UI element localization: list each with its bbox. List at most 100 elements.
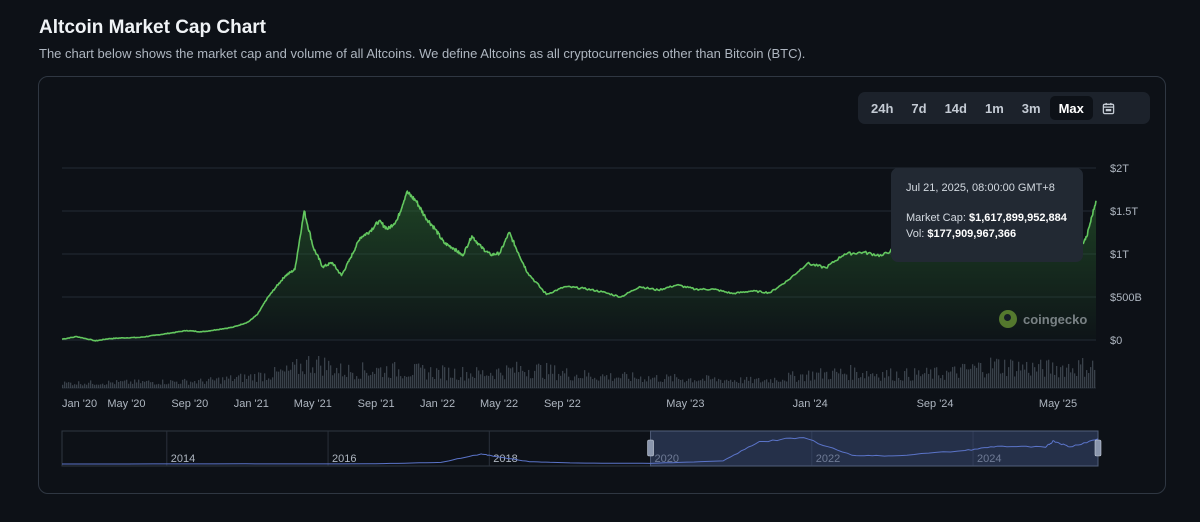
volume-bar xyxy=(806,374,808,388)
volume-bar xyxy=(824,372,826,388)
navigator-left-handle[interactable] xyxy=(647,439,654,457)
volume-bar xyxy=(164,384,166,388)
range-max-button[interactable]: Max xyxy=(1049,96,1093,120)
volume-bar xyxy=(992,368,994,388)
volume-bar xyxy=(68,382,70,388)
volume-bar xyxy=(106,384,108,388)
volume-bar xyxy=(486,375,488,388)
volume-bar xyxy=(730,379,732,388)
volume-bar xyxy=(370,374,372,388)
volume-bar xyxy=(438,369,440,388)
volume-bar xyxy=(292,362,294,388)
volume-bar xyxy=(674,374,676,388)
volume-bar xyxy=(924,373,926,388)
volume-bar xyxy=(590,376,592,388)
volume-bar xyxy=(904,371,906,388)
volume-bar xyxy=(608,379,610,388)
volume-bar xyxy=(714,377,716,388)
volume-bar xyxy=(582,378,584,388)
volume-bar xyxy=(960,367,962,388)
navigator-right-handle[interactable] xyxy=(1094,439,1102,457)
volume-bar xyxy=(534,370,536,388)
volume-bar xyxy=(364,370,366,388)
volume-bar xyxy=(762,381,764,388)
volume-bar xyxy=(220,383,222,388)
volume-bar xyxy=(478,370,480,388)
volume-bar xyxy=(576,374,578,388)
range-1m-button[interactable]: 1m xyxy=(984,100,1004,116)
volume-bar xyxy=(706,375,708,388)
volume-bar xyxy=(222,377,224,388)
volume-bar xyxy=(302,371,304,388)
volume-bar xyxy=(1000,373,1002,388)
volume-bar xyxy=(650,379,652,388)
volume-bar xyxy=(202,381,204,388)
volume-bar xyxy=(978,362,980,388)
volume-bar xyxy=(246,378,248,388)
range-14d-button[interactable]: 14d xyxy=(944,100,967,116)
volume-bar xyxy=(524,372,526,388)
volume-bar xyxy=(480,374,482,388)
volume-bar xyxy=(748,380,750,388)
volume-bar xyxy=(188,384,190,388)
volume-bar xyxy=(940,378,942,388)
volume-bar xyxy=(536,364,538,388)
volume-bar xyxy=(458,380,460,388)
volume-bar xyxy=(550,364,552,388)
volume-bar xyxy=(738,382,740,388)
volume-bar xyxy=(298,373,300,388)
volume-bar xyxy=(416,363,418,388)
volume-bar xyxy=(354,379,356,388)
volume-bar xyxy=(278,371,280,388)
volume-bar xyxy=(954,366,956,388)
volume-bar xyxy=(324,357,326,388)
volume-bar xyxy=(768,382,770,388)
volume-bar xyxy=(858,378,860,388)
volume-bar xyxy=(1062,365,1064,388)
volume-bar xyxy=(638,379,640,388)
volume-bar xyxy=(80,384,82,388)
volume-bar xyxy=(284,371,286,388)
volume-bar xyxy=(692,382,694,388)
volume-bar xyxy=(1004,359,1006,388)
volume-bar xyxy=(1058,377,1060,388)
volume-bar xyxy=(432,377,434,388)
volume-bar xyxy=(600,376,602,388)
volume-bar xyxy=(976,367,978,388)
volume-bar xyxy=(892,380,894,388)
volume-bar xyxy=(944,379,946,388)
volume-bar xyxy=(266,379,268,388)
y-tick-label: $0 xyxy=(1110,335,1122,347)
volume-bar xyxy=(492,375,494,388)
volume-bar xyxy=(754,379,756,388)
volume-bar xyxy=(718,378,720,388)
x-tick-label: Sep '22 xyxy=(544,398,581,410)
volume-bar xyxy=(852,379,854,388)
volume-bar xyxy=(792,371,794,388)
volume-bar xyxy=(326,370,328,388)
volume-bar xyxy=(974,365,976,388)
navigator-label: 2016 xyxy=(332,453,356,465)
volume-bar xyxy=(870,373,872,388)
calendar-icon[interactable] xyxy=(1095,96,1123,120)
volume-bar xyxy=(814,379,816,388)
volume-bar xyxy=(186,380,188,388)
volume-bar xyxy=(280,369,282,388)
volume-bar xyxy=(452,377,454,388)
volume-bar xyxy=(484,376,486,388)
range-3m-button[interactable]: 3m xyxy=(1021,100,1041,116)
volume-bar xyxy=(378,368,380,388)
volume-bar xyxy=(412,374,414,388)
volume-bar xyxy=(580,378,582,388)
volume-bar xyxy=(122,381,124,388)
range-7d-button[interactable]: 7d xyxy=(911,100,927,116)
tooltip-market-cap: Market Cap: $1,617,899,952,884 xyxy=(906,212,1068,224)
volume-bar xyxy=(270,379,272,388)
chart-card xyxy=(38,76,1166,494)
volume-bar xyxy=(144,381,146,388)
volume-bar xyxy=(540,364,542,388)
range-24h-button[interactable]: 24h xyxy=(871,100,894,116)
volume-bar xyxy=(782,379,784,388)
volume-bar xyxy=(92,383,94,388)
